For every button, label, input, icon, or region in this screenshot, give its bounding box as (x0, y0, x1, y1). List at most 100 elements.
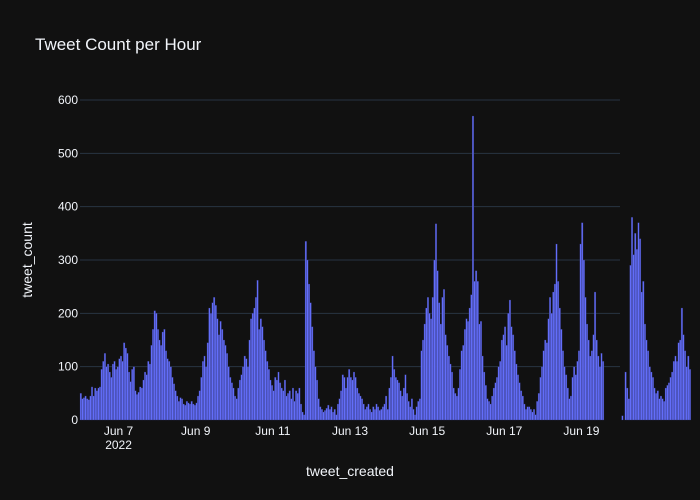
bar (166, 358, 169, 421)
bar (631, 217, 634, 421)
x-tick-label: Jun 15 (409, 424, 445, 438)
bar (568, 398, 571, 421)
bar (99, 386, 102, 421)
bar (410, 398, 413, 421)
bar (457, 387, 460, 421)
bar (91, 386, 94, 421)
bar (655, 393, 658, 421)
bar (362, 403, 365, 421)
bar (176, 395, 179, 421)
x-tick-label: Jun 19 (563, 424, 599, 438)
bar (381, 406, 384, 421)
bar (438, 302, 441, 421)
bar (533, 409, 535, 421)
bar (131, 369, 134, 421)
x-tick-year-label: 2022 (105, 438, 132, 452)
bar (536, 401, 539, 421)
x-tick-label: Jun 13 (332, 424, 368, 438)
bar (198, 390, 201, 421)
bar (87, 399, 90, 421)
bar (137, 392, 140, 421)
bar (537, 393, 540, 421)
bar (672, 361, 675, 421)
bar (201, 361, 204, 421)
bar (190, 401, 193, 421)
bars-group (79, 115, 691, 421)
bar (171, 377, 174, 421)
bar (439, 323, 442, 421)
bar (571, 377, 574, 421)
bar (123, 342, 126, 421)
bar (103, 353, 106, 421)
bar (232, 387, 235, 421)
bar (557, 281, 560, 421)
bar (639, 238, 642, 421)
bar (515, 363, 518, 421)
bar (291, 387, 294, 421)
bar (423, 323, 426, 421)
bar (107, 363, 110, 421)
bar (674, 355, 677, 421)
bar (483, 371, 486, 421)
y-axis-ticks: 0 100 200 300 400 500 600 (58, 93, 78, 427)
bar (462, 345, 465, 421)
bar (298, 387, 301, 421)
bar (83, 397, 85, 421)
bar (282, 390, 285, 421)
x-tick-label: Jun 7 (104, 424, 134, 438)
bar (581, 222, 584, 421)
bar (296, 393, 299, 421)
bar (486, 398, 489, 421)
bar (216, 318, 219, 421)
bar (251, 313, 254, 421)
bar (441, 297, 444, 421)
bar (592, 334, 595, 421)
bar (454, 393, 457, 421)
bar (549, 297, 552, 421)
bar (165, 350, 167, 421)
bar (531, 411, 534, 421)
bar (597, 355, 600, 421)
bar (348, 369, 351, 421)
bar (435, 223, 437, 421)
bar (128, 371, 130, 421)
bar (332, 411, 335, 421)
bar (414, 414, 417, 421)
bar (95, 390, 98, 421)
bar (476, 281, 479, 421)
bar (574, 374, 577, 421)
bar (578, 350, 580, 421)
bar (152, 329, 155, 421)
bar (187, 402, 190, 421)
bar (409, 406, 412, 421)
bar (361, 398, 364, 421)
bar (393, 369, 396, 421)
bar (306, 259, 309, 421)
bar (587, 339, 590, 421)
bar (158, 339, 161, 421)
bar (446, 345, 449, 421)
bar (398, 382, 400, 421)
bar (663, 401, 666, 421)
bar (116, 366, 119, 421)
bar (451, 371, 454, 421)
bar (129, 381, 132, 421)
bar (160, 345, 163, 421)
bar (526, 406, 529, 421)
bar (240, 374, 243, 421)
bar (542, 350, 545, 421)
bar (561, 350, 564, 421)
bar (621, 415, 624, 421)
bar (111, 363, 114, 421)
bar (465, 318, 468, 421)
bar (150, 345, 153, 421)
bar (505, 345, 508, 421)
bar (508, 299, 511, 421)
bar (645, 339, 648, 421)
bar (208, 307, 211, 421)
bar (560, 329, 563, 421)
bar (484, 385, 487, 421)
bar (500, 339, 503, 421)
